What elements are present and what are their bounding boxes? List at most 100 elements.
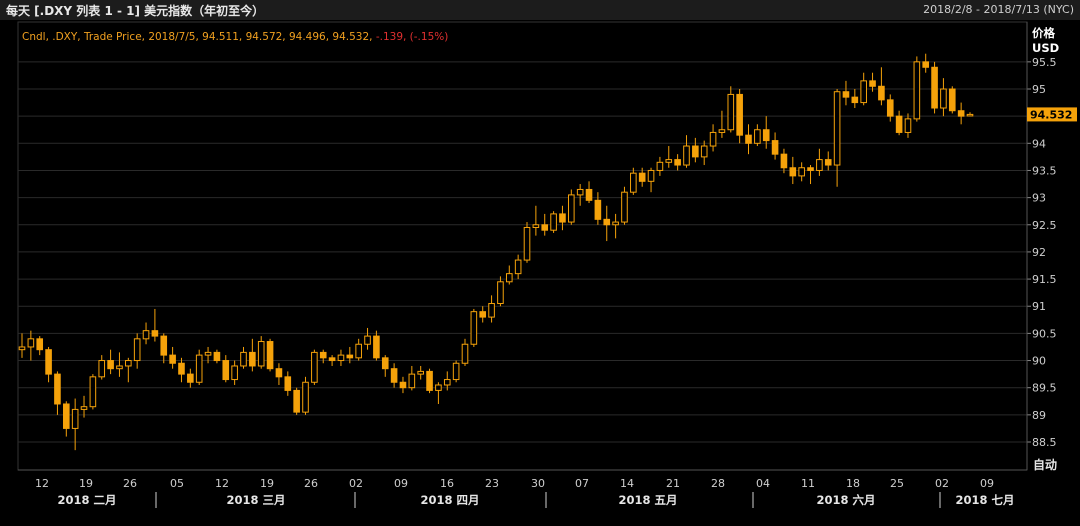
- candle-down: [373, 335, 380, 359]
- date-range-label: 2018/2/8 - 2018/7/13 (NYC): [923, 3, 1074, 16]
- price-tick-label: 90.5: [1032, 327, 1057, 340]
- candle-down: [284, 376, 292, 391]
- candle-down: [213, 351, 221, 362]
- legend-change: -.139, (-.15%): [375, 31, 449, 43]
- candle-up: [89, 376, 97, 408]
- candle-down: [736, 93, 743, 136]
- candle-down: [842, 91, 850, 98]
- candle-down: [160, 335, 168, 356]
- candle-up: [452, 362, 460, 381]
- candle-down: [780, 153, 788, 169]
- candle-up: [904, 118, 912, 133]
- candle-down: [275, 368, 283, 378]
- price-tick-label: 93.5: [1032, 164, 1057, 177]
- candle-up: [656, 161, 664, 171]
- candle-down: [54, 373, 61, 405]
- candle-up: [461, 343, 469, 364]
- candle-down: [266, 341, 274, 370]
- candle-down: [948, 88, 956, 112]
- price-tick-label: 95.5: [1032, 56, 1057, 69]
- candle-down: [807, 167, 814, 171]
- candle-up: [568, 194, 575, 223]
- date-tick-label: 12: [215, 477, 229, 490]
- candle-up: [798, 167, 805, 177]
- candle-down: [886, 99, 894, 117]
- candle-down: [851, 96, 859, 104]
- candle-up: [754, 129, 761, 144]
- candle-down: [692, 145, 699, 158]
- candle-down: [151, 330, 159, 337]
- candle-down: [789, 167, 797, 177]
- candle-up: [860, 80, 867, 104]
- candle-down: [957, 110, 965, 117]
- candle-up: [125, 360, 132, 367]
- candle-down: [187, 373, 194, 383]
- candle-down: [390, 368, 398, 383]
- candle-up: [665, 159, 673, 163]
- price-tick-label: 95: [1032, 83, 1046, 96]
- candle-down: [426, 370, 433, 391]
- candle-up: [204, 351, 212, 356]
- candle-down: [249, 351, 256, 367]
- candle-up: [470, 311, 478, 345]
- axis-currency-label: USD: [1032, 41, 1059, 55]
- candle-up: [718, 129, 726, 133]
- date-tick-label: 14: [620, 477, 634, 490]
- candle-up: [71, 408, 79, 429]
- candle-down: [62, 403, 70, 429]
- date-tick-label: 18: [846, 477, 860, 490]
- last-price-tag: [1027, 107, 1077, 122]
- candle-up: [550, 213, 557, 231]
- candle-up: [913, 61, 921, 120]
- month-label: 2018 三月: [226, 493, 285, 507]
- price-tick-label: 94: [1032, 137, 1046, 150]
- date-tick-label: 19: [260, 477, 274, 490]
- date-axis: 12 19 26 05 12 19 26 02 09 16 23 30 07 14 21 28 04 11 18 25…: [18, 469, 1027, 508]
- candle-up: [647, 169, 655, 182]
- candle-down: [293, 389, 300, 413]
- candle-up: [195, 354, 203, 383]
- date-tick-label: 07: [575, 477, 589, 490]
- auto-scale-button[interactable]: 自动: [1033, 458, 1058, 472]
- candle-down: [869, 80, 876, 87]
- price-tick-label: 89: [1032, 409, 1046, 422]
- candle-up: [240, 351, 247, 367]
- candle-up: [709, 131, 717, 147]
- window-title: 每天 [.DXY 列表 1 - 1] 美元指数（年初至今）: [6, 4, 265, 18]
- price-tick-label: 91: [1032, 300, 1046, 313]
- candle-down: [638, 172, 646, 182]
- month-label: 2018 二月: [57, 493, 116, 507]
- candle-down: [479, 311, 487, 318]
- candle-down: [328, 357, 336, 362]
- candle-up: [364, 335, 371, 345]
- candle-up: [302, 381, 309, 413]
- price-tick-label: 92.5: [1032, 219, 1057, 232]
- candle-up: [80, 406, 88, 410]
- date-tick-label: 16: [440, 477, 454, 490]
- candle-up: [337, 354, 345, 362]
- month-label: 2018 六月: [816, 493, 875, 507]
- candle-up: [505, 273, 513, 283]
- candle-up: [816, 159, 823, 171]
- date-tick-label: 11: [801, 477, 815, 490]
- candle-up: [27, 338, 35, 348]
- candle-down: [603, 218, 611, 226]
- candle-down: [585, 188, 593, 201]
- candle-up: [514, 259, 522, 275]
- candle-up: [435, 384, 442, 391]
- candle-up: [18, 346, 26, 351]
- candle-up: [621, 191, 628, 223]
- price-tick-label: 91.5: [1032, 273, 1057, 286]
- candle-up: [417, 370, 424, 375]
- candle-down: [381, 357, 389, 370]
- legend-values: Cndl, .DXY, Trade Price, 2018/7/5, 94.51…: [22, 31, 373, 43]
- candle-down: [824, 159, 832, 166]
- candle-down: [559, 213, 566, 223]
- candle-up: [966, 113, 974, 117]
- candle-down: [169, 354, 176, 364]
- date-tick-label: 04: [756, 477, 770, 490]
- month-label: 2018 七月: [955, 493, 1014, 507]
- candle-down: [45, 349, 52, 375]
